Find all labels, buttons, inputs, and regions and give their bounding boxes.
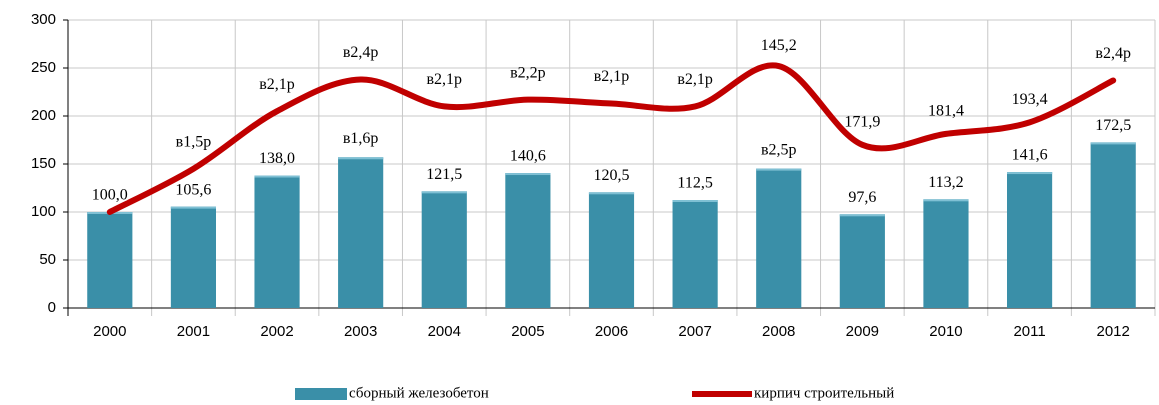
x-tick-label: 2006 bbox=[595, 323, 628, 340]
legend-label: кирпич строительный bbox=[754, 385, 894, 401]
data-label: 100,0 bbox=[92, 187, 128, 204]
x-tick-label: 2003 bbox=[344, 323, 377, 340]
annotation: в2,1р bbox=[259, 76, 295, 93]
data-label: 97,6 bbox=[848, 189, 876, 206]
bar bbox=[254, 175, 300, 308]
x-tick-label: 2000 bbox=[93, 323, 126, 340]
data-label: 113,2 bbox=[928, 174, 963, 191]
bar bbox=[505, 173, 551, 308]
data-label: 171,9 bbox=[844, 113, 880, 130]
bar bbox=[421, 191, 467, 308]
annotation: в2,4р bbox=[1095, 45, 1131, 62]
bar-top bbox=[338, 157, 384, 160]
bar-top bbox=[672, 200, 718, 202]
annotation: в1,6р bbox=[343, 130, 379, 147]
bar bbox=[923, 199, 969, 308]
x-tick-label: 2010 bbox=[929, 323, 962, 340]
legend-label: сборный железобетон bbox=[349, 385, 489, 401]
x-tick-label: 2011 bbox=[1013, 323, 1045, 340]
bar-top bbox=[505, 173, 551, 176]
data-label: 145,2 bbox=[761, 37, 797, 54]
line bbox=[106, 62, 1117, 215]
data-label: 105,6 bbox=[175, 181, 211, 198]
x-tick-label: 2007 bbox=[678, 323, 711, 340]
bar-top bbox=[1007, 172, 1053, 175]
x-tick-label: 2012 bbox=[1097, 323, 1130, 340]
x-tick-label: 2005 bbox=[511, 323, 544, 340]
bar-top bbox=[923, 199, 969, 202]
bar bbox=[338, 157, 384, 308]
bar-top bbox=[170, 206, 216, 209]
annotation: в1,5р bbox=[176, 133, 212, 150]
bar bbox=[672, 200, 718, 308]
bar-top bbox=[254, 175, 300, 178]
legend-swatch bbox=[295, 388, 347, 400]
y-tick-label: 150 bbox=[31, 155, 56, 172]
y-tick-label: 200 bbox=[31, 107, 56, 124]
annotation: в2,1р bbox=[677, 71, 713, 88]
bar bbox=[588, 192, 635, 308]
bar-top bbox=[839, 214, 885, 217]
bar bbox=[1007, 172, 1053, 308]
x-tick-label: 2008 bbox=[762, 323, 795, 340]
data-label: 120,5 bbox=[594, 167, 630, 184]
x-tick-label: 2002 bbox=[260, 323, 293, 340]
y-tick-label: 300 bbox=[31, 11, 56, 28]
bar bbox=[170, 206, 216, 308]
bar bbox=[756, 168, 802, 308]
bar bbox=[1090, 142, 1136, 308]
y-tick-label: 250 bbox=[31, 59, 56, 76]
data-label: 181,4 bbox=[928, 103, 964, 120]
bar-top bbox=[756, 168, 802, 171]
data-label: 121,5 bbox=[426, 166, 462, 183]
data-label: 140,6 bbox=[510, 148, 546, 165]
annotation: в2,5р bbox=[761, 141, 797, 158]
y-tick-label: 50 bbox=[39, 251, 56, 268]
bar-top bbox=[588, 192, 635, 195]
bar bbox=[87, 212, 133, 308]
data-label: 112,5 bbox=[677, 175, 712, 192]
y-tick-label: 0 bbox=[48, 299, 56, 316]
annotation: в2,2р bbox=[510, 64, 546, 81]
annotation: в2,4р bbox=[343, 44, 379, 61]
bar-top bbox=[1090, 142, 1136, 145]
x-tick-label: 2009 bbox=[846, 323, 879, 340]
bar-top bbox=[421, 191, 467, 194]
data-label: 193,4 bbox=[1012, 91, 1048, 108]
bar bbox=[839, 214, 885, 308]
data-label: 138,0 bbox=[259, 150, 295, 167]
data-label: 141,6 bbox=[1012, 147, 1048, 164]
x-tick-label: 2004 bbox=[428, 323, 461, 340]
y-tick-label: 100 bbox=[31, 203, 56, 220]
annotation: в2,1р bbox=[594, 68, 630, 85]
data-label: 172,5 bbox=[1095, 117, 1131, 134]
annotation: в2,1р bbox=[426, 71, 462, 88]
x-tick-label: 2001 bbox=[177, 323, 210, 340]
